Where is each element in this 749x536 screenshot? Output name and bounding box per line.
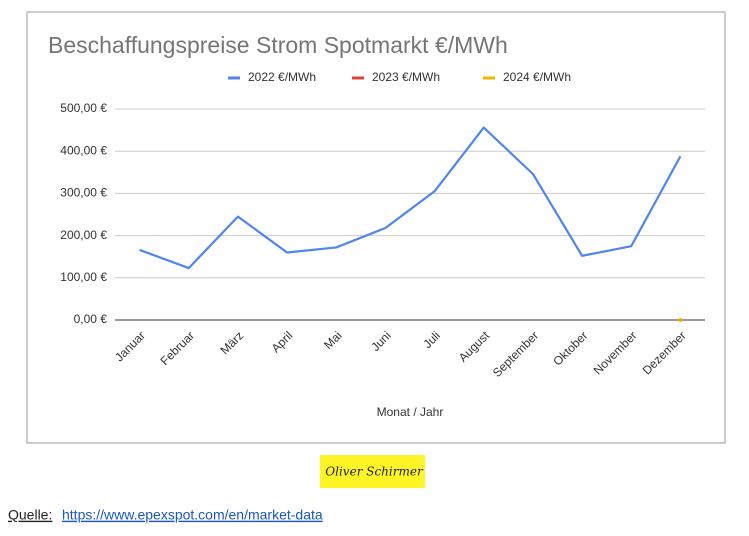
y-tick-label: 500,00 € <box>60 101 107 115</box>
chart-frame <box>26 11 726 444</box>
y-tick-label: 200,00 € <box>60 228 107 242</box>
legend-label: 2023 €/MWh <box>372 70 440 84</box>
signature-highlight <box>320 455 425 488</box>
legend-label: 2024 €/MWh <box>503 70 571 84</box>
line-series <box>139 126 682 270</box>
signature: Oliver Schirmer <box>325 465 424 479</box>
x-axis-title: Monat / Jahr <box>377 405 444 419</box>
line-point <box>678 318 683 322</box>
legend-label: 2022 €/MWh <box>248 70 316 84</box>
y-tick-label: 400,00 € <box>60 143 107 157</box>
source-label: Quelle: <box>8 507 52 523</box>
chart-title: Beschaffungspreise Strom Spotmarkt €/MWh <box>48 32 508 58</box>
y-tick-label: 300,00 € <box>60 186 107 200</box>
y-tick-label: 0,00 € <box>74 312 108 326</box>
y-tick-label: 100,00 € <box>60 270 107 284</box>
source-link[interactable]: https://www.epexspot.com/en/market-data <box>62 507 323 523</box>
